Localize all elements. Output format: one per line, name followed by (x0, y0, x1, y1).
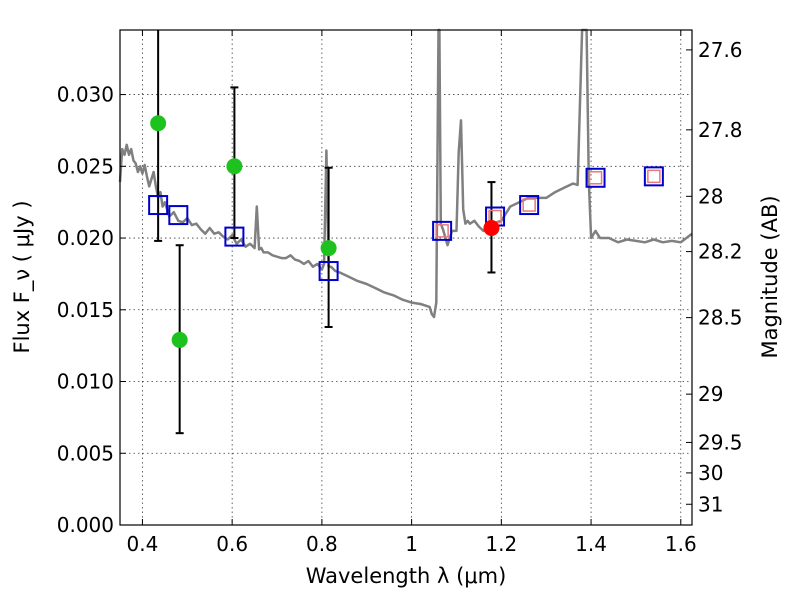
sed-model-layer (118, 28, 693, 319)
y-tick-label: 0.000 (57, 513, 114, 537)
mag-tick-label: 30 (698, 461, 723, 485)
mag-tick-label: 28.2 (698, 240, 743, 264)
model-points (148, 166, 664, 282)
detection-point (171, 331, 188, 348)
mag-tick-label: 28 (698, 184, 723, 208)
plot-frame (119, 29, 693, 526)
y-tick-label: 0.010 (57, 370, 114, 394)
x-tick-label: 1.2 (485, 532, 517, 556)
model-point (168, 205, 189, 226)
mag-tick-label: 29.5 (698, 430, 743, 454)
model-point (432, 220, 453, 241)
model-point (318, 261, 339, 282)
y-tick-label: 0.015 (57, 298, 114, 322)
y-tick-label: 0.020 (57, 226, 114, 250)
x-tick-label: 1.4 (575, 532, 607, 556)
model-point (519, 195, 540, 216)
mag-tick-label: 28.5 (698, 306, 743, 330)
mag-tick-label: 27.6 (698, 38, 743, 62)
grid (120, 30, 692, 526)
model-point (148, 195, 169, 216)
y-axis-right-label: Magnitude (AB) (758, 195, 782, 358)
tick-labels: 0.4 0.6 0.8 1 1.2 1.4 1.6 0.000 0.005 0.010 0.015 0… (57, 38, 743, 556)
detection-point (320, 240, 337, 257)
y-tick-label: 0.025 (57, 154, 114, 178)
red-detection-point (483, 220, 500, 236)
x-tick-label: 0.6 (216, 532, 248, 556)
y-tick-label: 0.005 (57, 441, 114, 465)
x-tick-label: 1.6 (665, 532, 697, 556)
model-point-inner (588, 171, 603, 185)
detection-point (226, 158, 243, 175)
detection-point (150, 115, 167, 132)
model-point-inner (522, 198, 536, 212)
y-axis-label: Flux F_ν ( μJy ) (10, 200, 35, 353)
mag-tick-label: 29 (698, 382, 723, 406)
x-tick-label: 1 (405, 532, 418, 556)
x-tick-label: 0.4 (127, 532, 159, 556)
ticks (120, 30, 692, 526)
model-point (585, 167, 606, 188)
model-point (224, 226, 245, 247)
model-point-inner (435, 224, 449, 238)
mag-tick-label: 27.8 (698, 118, 743, 142)
x-tick-label: 0.8 (306, 532, 338, 556)
model-point-inner (647, 169, 661, 184)
x-axis-label: Wavelength λ (μm) (306, 564, 507, 588)
sed-model-line (118, 28, 693, 319)
detection-points (150, 115, 500, 348)
model-point (643, 166, 664, 187)
mag-tick-label: 31 (698, 492, 723, 516)
y-tick-label: 0.030 (57, 83, 114, 107)
